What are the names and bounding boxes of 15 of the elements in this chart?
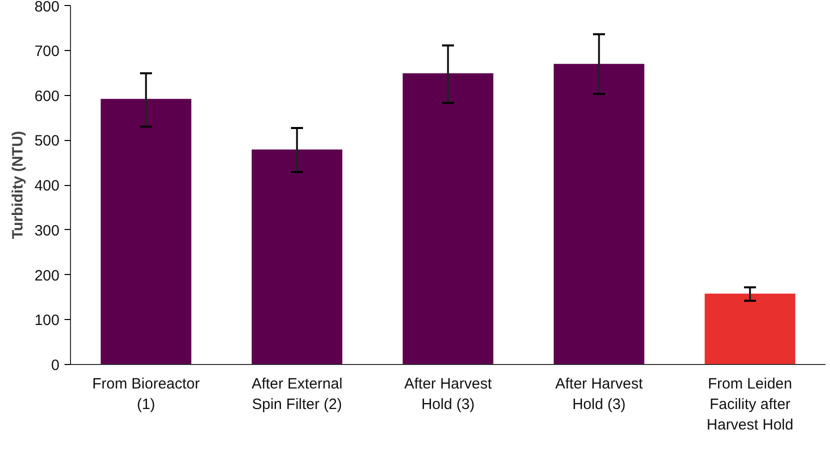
x-tick-label: After Harvest Hold (3)	[555, 376, 644, 413]
y-tick-label: 700	[34, 42, 60, 60]
y-tick-label: 400	[34, 178, 60, 194]
y-axis-title: Turbidity (NTU)	[9, 130, 26, 240]
y-tick-label: 100	[34, 312, 60, 330]
x-tick-label: After External Spin Filter (2)	[252, 376, 342, 413]
y-tick-label: 800	[34, 0, 60, 16]
x-tick-label: After Harvest Hold (3)	[404, 376, 493, 413]
y-tick-label: 300	[34, 222, 60, 240]
y-tick-label: 500	[34, 132, 60, 150]
y-tick-label: 0	[51, 357, 60, 374]
x-tick-label: From Bioreactor (1)	[92, 376, 200, 413]
x-tick-label: From Leiden Facility after Harvest Hold	[706, 376, 794, 434]
y-tick-label: 600	[34, 88, 60, 105]
y-tick-label: 200	[34, 267, 60, 284]
